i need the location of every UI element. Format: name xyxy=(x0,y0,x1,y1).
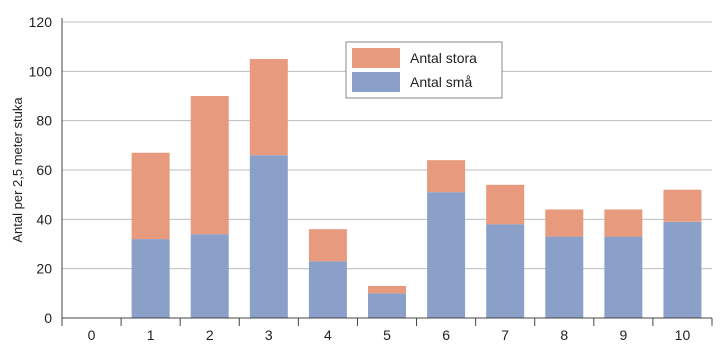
bar-large-4 xyxy=(308,229,347,262)
y-axis-label: Antal per 2,5 meter stuka xyxy=(10,97,25,243)
bar-small-5 xyxy=(368,293,406,318)
bar-small-3 xyxy=(249,155,288,318)
y-tick-label: 60 xyxy=(36,162,52,178)
y-tick-label: 0 xyxy=(44,310,52,326)
bar-large-9 xyxy=(604,209,643,237)
x-tick-label: 4 xyxy=(324,327,332,343)
bar-small-8 xyxy=(545,236,584,318)
y-tick-label: 120 xyxy=(29,14,53,30)
axes xyxy=(61,18,713,326)
bar-group xyxy=(131,59,702,318)
bar-large-5 xyxy=(368,285,406,294)
legend-swatch-large xyxy=(352,48,400,68)
x-tick-label: 8 xyxy=(560,327,568,343)
y-tick-label: 20 xyxy=(36,261,52,277)
legend-label-large: Antal stora xyxy=(410,50,477,66)
x-tick-label: 9 xyxy=(619,327,627,343)
bar-small-1 xyxy=(131,239,170,318)
bar-large-10 xyxy=(663,189,702,222)
y-tick-label: 100 xyxy=(29,63,53,79)
x-tick-label: 3 xyxy=(265,327,273,343)
bar-small-2 xyxy=(190,234,229,318)
x-tick-label: 2 xyxy=(206,327,214,343)
y-tick-labels: 0 20 40 60 80 100 120 xyxy=(29,14,53,326)
x-tick-label: 1 xyxy=(147,327,155,343)
legend-label-small: Antal små xyxy=(410,74,472,90)
x-tick-label: 7 xyxy=(501,327,509,343)
y-tick-label: 80 xyxy=(36,113,52,129)
x-tick-label: 5 xyxy=(383,327,391,343)
bar-large-3 xyxy=(249,59,288,156)
bar-large-2 xyxy=(190,96,229,235)
bar-small-9 xyxy=(604,236,643,318)
x-tick-label: 0 xyxy=(88,327,96,343)
bar-large-1 xyxy=(131,152,170,240)
x-tick-label: 6 xyxy=(442,327,450,343)
x-tick-labels: 0 1 2 3 4 5 6 7 8 9 10 xyxy=(88,327,691,343)
bar-small-6 xyxy=(427,192,466,318)
bar-large-6 xyxy=(427,160,466,193)
legend-swatch-small xyxy=(352,72,400,92)
bar-small-10 xyxy=(663,221,702,318)
bar-large-7 xyxy=(486,184,525,225)
bar-small-4 xyxy=(308,261,347,318)
y-tick-label: 40 xyxy=(36,211,52,227)
legend: Antal stora Antal små xyxy=(345,41,503,99)
bar-large-8 xyxy=(545,209,584,237)
x-tick-label: 10 xyxy=(675,327,691,343)
bar-small-7 xyxy=(486,224,525,318)
